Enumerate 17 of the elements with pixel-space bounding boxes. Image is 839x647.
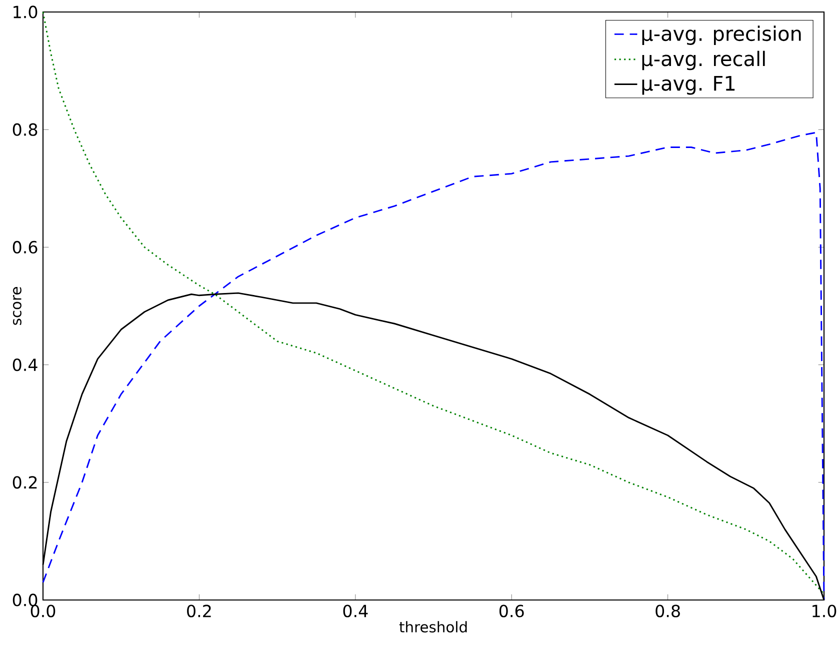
y-tick-label: 0.0 — [12, 594, 38, 606]
x-tick-label: 0.8 — [656, 604, 680, 618]
y-tick-label: 0.8 — [12, 123, 38, 136]
y-tick-label: 0.2 — [12, 476, 37, 489]
x-tick-label: 0.4 — [343, 604, 368, 618]
x-tick-label: 1.0 — [812, 604, 836, 618]
y-tick-label: 0.6 — [12, 240, 38, 254]
x-tick-label: 0.6 — [499, 604, 524, 618]
legend-label: μ-avg. recall — [642, 50, 765, 70]
x-tick-label: 0.0 — [30, 604, 56, 618]
legend-label: μ-avg. precision — [642, 26, 801, 45]
x-tick-label: 0.2 — [187, 604, 211, 618]
y-tick-label: 0.4 — [12, 358, 38, 372]
legend-label: μ-avg. F1 — [642, 76, 735, 95]
x-axis-title: threshold — [399, 621, 467, 632]
y-axis-title: score — [13, 287, 22, 325]
y-tick-label: 1.0 — [14, 6, 38, 18]
